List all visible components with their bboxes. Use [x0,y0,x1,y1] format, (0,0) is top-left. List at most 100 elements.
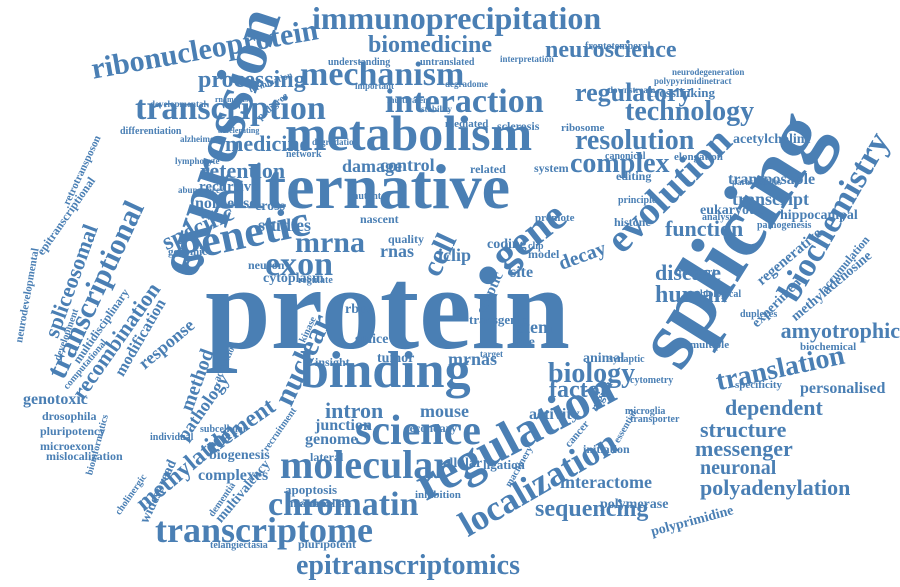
cloud-word-cytometry: cytometry [630,375,674,386]
cloud-word-personalised: personalised [800,380,886,397]
cloud-word-microexon: microexon [40,439,94,453]
cloud-word-control: control [380,155,435,175]
cloud-word-interaction: interaction [385,83,544,120]
cloud-word-subcellular: subcellular [200,424,248,435]
cloud-word-rbps: rbps [345,302,373,317]
cloud-word-recursive: recursive [199,179,258,195]
cloud-word-pluripotent: pluripotent [298,537,357,551]
cloud-word-cytoplasm: cytoplasm [263,271,324,286]
cloud-word-transcriptome: transcriptome [155,510,373,550]
cloud-word-analysis: analysis [702,212,736,223]
cloud-word-mutant: mutant [350,191,382,202]
cloud-word-eukaryotic: eukaryotic [700,203,764,218]
cloud-word-specificity: specificity [735,379,783,391]
cloud-word-biological: biological [700,289,742,300]
cloud-word-biogenesis: biogenesis [209,448,270,463]
cloud-word-site: site [510,264,534,281]
cloud-word-lateral: lateral [310,450,344,464]
cloud-word-transport: transport [675,267,716,278]
cloud-word-transcription: transcription [135,90,326,127]
cloud-word-structure: structure [700,417,787,442]
cloud-word-alzheimer: alzheimer [180,134,218,144]
cloud-word-paraspeckles: paraspeckles [732,177,782,187]
cloud-word-mechanism: mechanism [300,56,465,93]
cloud-word-molecular: molecular [280,442,452,487]
cloud-word-exon: exon [265,246,333,283]
cloud-word-resolution: resolution [575,125,695,156]
cloud-word-medicine: medicine [225,131,310,156]
cloud-word-amyotrophic: amyotrophic [780,318,900,343]
cloud-word-target: target [480,349,503,359]
cloud-word-damage: damage [342,156,402,176]
cloud-word-transporter: transporter [630,414,680,425]
cloud-word-genome: genome [305,431,358,448]
cloud-word-biochemical: biochemical [800,341,857,353]
cloud-word-iclip: iclip [438,245,472,265]
cloud-word-secondary: secondary [405,421,457,435]
cloud-word-individual: individual [150,432,194,443]
cloud-word-intron: intron [325,398,384,423]
cloud-word-mouse: mouse [420,401,469,421]
cloud-word-transgenic: transgenic [469,312,527,327]
cloud-word-network: network [286,149,322,160]
cloud-word-system: system [534,161,569,175]
cloud-word-neuron: neuron [248,258,285,272]
cloud-word-understanding: understanding [328,57,391,68]
cloud-word-canonical: canonical [605,151,646,162]
cloud-word-metabolism: metabolism [285,105,533,161]
cloud-word-regulatory: regulatory [575,78,692,107]
cloud-word-line: line [513,335,535,350]
cloud-word-neurodegeneration: neurodegeneration [672,67,745,77]
cloud-word-transcript: transcript [732,189,809,209]
cloud-word-polyadenylation: polyadenylation [700,475,851,500]
cloud-word-histone: histone [614,215,651,229]
cloud-word-cross: cross [255,199,286,214]
cloud-word-principle: principle [618,195,657,206]
cloud-word-epitranscriptomics: epitranscriptomics [296,550,520,581]
cloud-word-cellular: cellular [437,456,483,471]
cloud-word-mrna: mrna [295,226,365,259]
cloud-word-pluripotency: pluripotency [40,424,106,438]
cloud-word-junction: junction [315,417,372,434]
cloud-word-accelerating: accelerating [218,126,260,135]
cloud-word-degradome: degradome [445,79,488,89]
cloud-word-binding: binding [300,342,471,399]
cloud-word-related: related [470,162,506,176]
cloud-word-mislocalization: mislocalization [46,449,123,463]
cloud-word-insight: insight [315,355,350,369]
cloud-word-transposable: transposable [728,171,816,188]
cloud-word-apoptosis: apoptosis [285,482,338,497]
cloud-word-promote: promote [535,212,575,224]
cloud-word-telangiectasia: telangiectasia [210,540,268,551]
cloud-word-stability: stability [421,104,453,114]
cloud-word-coding: coding [487,237,527,252]
cloud-word-developmental: developmental [150,99,206,109]
cloud-word-sequence: sequence [295,499,334,510]
cloud-word-messenger: messenger [695,436,793,461]
cloud-word-drosophila: drosophila [42,409,97,423]
cloud-word-stem: stem [517,317,553,337]
cloud-word-protein: protein [205,243,570,374]
cloud-word-hippocampal: hippocampal [780,208,858,223]
cloud-word-mrnas: mrnas [448,349,497,369]
cloud-word-biology: biology [548,358,636,389]
cloud-word-disease: disease [655,260,721,285]
cloud-word-mediated: mediated [445,118,489,130]
cloud-word-rnamotifs: rnamotifs [215,95,249,104]
cloud-word-science: science [355,408,481,454]
cloud-word-chromatin: chromatin [268,486,419,523]
cloud-word-processing: processing [198,67,306,93]
cloud-word-synaptic: synaptic [609,354,645,365]
cloud-word-human: human [655,282,728,308]
cloud-word-polymerase: polymerase [600,497,669,512]
cloud-word-mammalian: mammalian [290,496,352,510]
cloud-word-editing: editing [616,169,652,183]
cloud-word-genotoxic: genotoxic [23,391,88,408]
cloud-word-duplexes: duplexes [740,309,778,320]
cloud-word-multivalent: multivalent [387,95,431,105]
cloud-word-abundance: abundance [178,185,221,195]
cloud-word-differentiation: differentiation [120,126,182,137]
cloud-word-nascent: nascent [360,212,399,226]
cloud-word-studies: studies [258,215,312,235]
cloud-word-complexes: complexes [198,467,269,484]
